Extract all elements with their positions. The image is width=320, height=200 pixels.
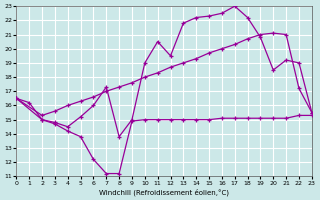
X-axis label: Windchill (Refroidissement éolien,°C): Windchill (Refroidissement éolien,°C) <box>99 188 229 196</box>
